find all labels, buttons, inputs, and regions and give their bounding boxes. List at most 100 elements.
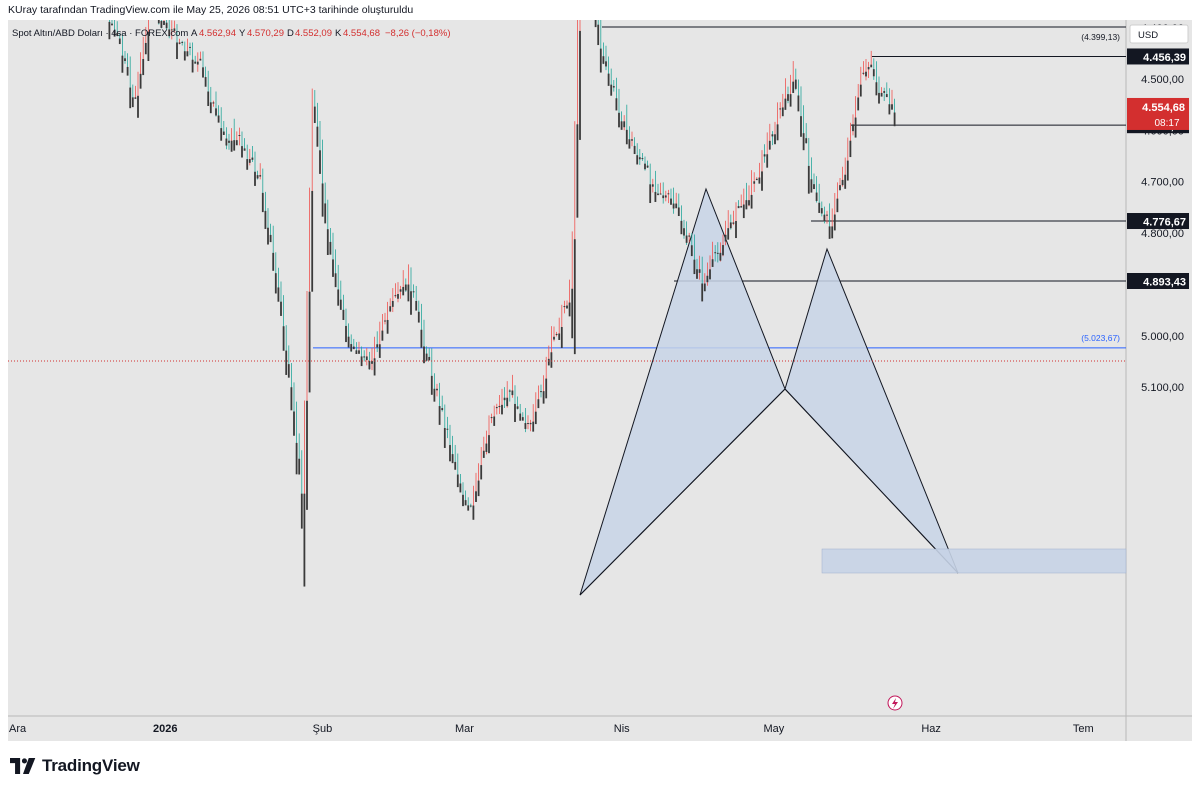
candle-body bbox=[820, 208, 823, 214]
currency-button[interactable] bbox=[1129, 24, 1189, 44]
currency-button-label[interactable]: USD bbox=[1138, 30, 1158, 41]
pattern-triangle-bcd[interactable] bbox=[784, 247, 959, 574]
candle-body bbox=[878, 92, 880, 104]
candle-body bbox=[685, 235, 688, 243]
candle-body bbox=[875, 82, 878, 96]
candle-body bbox=[454, 461, 457, 470]
candle-body bbox=[451, 454, 454, 464]
tradingview-logo[interactable]: TradingView bbox=[10, 756, 140, 776]
legend-high-value: 4.570,29 bbox=[247, 28, 284, 39]
candle-body bbox=[495, 407, 498, 409]
candle-body bbox=[139, 73, 142, 89]
candle-body bbox=[516, 406, 519, 409]
candle-body bbox=[350, 344, 353, 352]
candle-body bbox=[144, 42, 147, 55]
candle-body bbox=[612, 86, 615, 88]
candle-body bbox=[254, 171, 256, 186]
candle-body bbox=[142, 59, 145, 76]
candle-body bbox=[846, 160, 849, 181]
pattern-triangle-xab[interactable] bbox=[579, 187, 786, 596]
candle-body bbox=[189, 46, 191, 48]
candle-body bbox=[573, 239, 576, 355]
candle-body bbox=[568, 302, 571, 317]
candle-body bbox=[373, 358, 376, 376]
candle-body bbox=[867, 67, 870, 70]
candle-body bbox=[443, 428, 446, 448]
candle-body bbox=[306, 400, 308, 510]
candle-body bbox=[719, 252, 722, 261]
candle-body bbox=[807, 165, 810, 194]
current-price-tag bbox=[1127, 97, 1189, 130]
candle-body bbox=[475, 491, 477, 502]
candle-body bbox=[701, 283, 704, 302]
bolt-icon[interactable] bbox=[887, 695, 903, 711]
candle-body bbox=[347, 336, 350, 348]
candle-body bbox=[664, 195, 667, 198]
pattern-leg-bd bbox=[784, 388, 959, 574]
candle-body bbox=[191, 59, 194, 73]
candle-body bbox=[295, 442, 298, 475]
candle-body bbox=[602, 56, 605, 64]
candle-body bbox=[872, 69, 875, 77]
candle-body bbox=[781, 107, 784, 117]
candle-body bbox=[246, 159, 249, 170]
target-zone[interactable] bbox=[821, 548, 1127, 574]
candle-body bbox=[121, 55, 124, 73]
candle-body bbox=[657, 193, 659, 196]
time-axis-tick: Haz bbox=[921, 723, 941, 735]
candle-body bbox=[303, 493, 306, 587]
candle-body bbox=[750, 194, 753, 209]
price-chart[interactable]: 5.100,005.000,004.800,004.700,004.600,00… bbox=[8, 20, 1192, 741]
candle-body bbox=[680, 220, 683, 235]
candle-body bbox=[636, 155, 639, 165]
candle-body bbox=[334, 273, 337, 288]
candle-body bbox=[391, 300, 394, 307]
candle-body bbox=[550, 352, 553, 368]
candle-body bbox=[129, 87, 132, 109]
legend-high-label: Y bbox=[239, 28, 246, 39]
candle-body bbox=[321, 183, 324, 217]
candle-body bbox=[280, 301, 282, 316]
tradingview-logo-icon bbox=[10, 758, 36, 774]
legend-open-value: 4.562,94 bbox=[199, 28, 236, 39]
candle-body bbox=[532, 421, 535, 432]
price-axis-tick: 5.100,00 bbox=[1141, 382, 1184, 394]
candle-body bbox=[870, 64, 873, 68]
time-axis-tick: Ara bbox=[9, 723, 27, 735]
candle-body bbox=[540, 391, 542, 393]
candle-body bbox=[742, 204, 745, 219]
candle-body bbox=[805, 138, 808, 144]
candle-body bbox=[402, 286, 405, 296]
price-level-tag bbox=[1127, 213, 1189, 230]
time-axis[interactable]: Ara 2026 Şub Mar Nis May Haz Tem bbox=[9, 723, 1094, 735]
candle-body bbox=[815, 192, 818, 201]
candle-body bbox=[308, 291, 311, 393]
price-level-tag bbox=[1127, 48, 1189, 65]
price-level-label: (5.023,67) bbox=[1081, 333, 1120, 343]
candle-body bbox=[300, 493, 303, 529]
candle-body bbox=[472, 505, 475, 520]
legend-open-label: A bbox=[191, 28, 198, 39]
candle-body bbox=[800, 116, 802, 137]
candle-body bbox=[576, 124, 579, 218]
candle-body bbox=[446, 428, 449, 430]
candle-body bbox=[797, 95, 800, 112]
candle-body bbox=[524, 423, 527, 429]
candle-body bbox=[553, 336, 555, 340]
candle-body bbox=[345, 325, 347, 343]
candle-body bbox=[534, 411, 537, 425]
pattern-leg-xb bbox=[579, 388, 786, 596]
price-axis[interactable]: 5.100,005.000,004.800,004.700,004.600,00… bbox=[1141, 20, 1184, 395]
candle-body bbox=[394, 295, 397, 297]
chart-area[interactable] bbox=[8, 20, 1192, 741]
candle-body bbox=[511, 390, 514, 396]
candle-body bbox=[571, 288, 574, 339]
candle-body bbox=[225, 138, 228, 146]
candles bbox=[108, 20, 896, 587]
candle-body bbox=[893, 112, 896, 127]
candle-body bbox=[456, 474, 459, 488]
candle-body bbox=[555, 333, 558, 335]
harmonic-pattern[interactable] bbox=[579, 187, 1127, 596]
candle-body bbox=[503, 397, 506, 401]
candle-body bbox=[256, 175, 259, 179]
